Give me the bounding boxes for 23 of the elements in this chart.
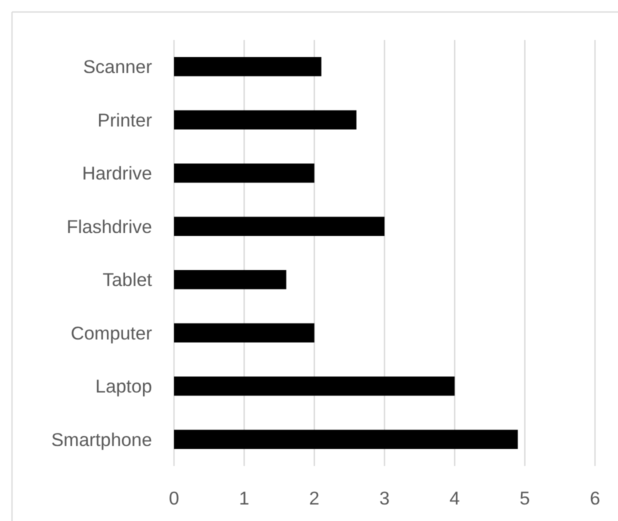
y-tick-label: Laptop bbox=[95, 376, 152, 397]
bar bbox=[174, 164, 314, 183]
bar bbox=[174, 323, 314, 342]
bar bbox=[174, 110, 356, 130]
y-tick-label: Printer bbox=[98, 109, 152, 130]
x-tick-label: 3 bbox=[379, 488, 390, 508]
x-tick-label: 5 bbox=[520, 488, 530, 508]
bar bbox=[174, 270, 286, 290]
y-tick-label: Hardrive bbox=[82, 162, 152, 184]
bar bbox=[174, 376, 455, 396]
x-tick-label: 4 bbox=[450, 488, 460, 508]
y-tick-label: Flashdrive bbox=[66, 216, 152, 237]
x-tick-label: 2 bbox=[309, 488, 320, 508]
y-tick-label: Smartphone bbox=[51, 428, 152, 450]
y-tick-label: Scanner bbox=[83, 56, 152, 78]
y-tick-label: Computer bbox=[70, 322, 152, 344]
x-tick-label: 6 bbox=[590, 488, 600, 508]
bar bbox=[174, 57, 322, 76]
bar bbox=[174, 216, 384, 236]
y-tick-label: Tablet bbox=[102, 269, 152, 290]
bar bbox=[174, 430, 518, 449]
x-tick-label: 0 bbox=[168, 488, 180, 508]
x-tick-label: 1 bbox=[239, 488, 250, 508]
